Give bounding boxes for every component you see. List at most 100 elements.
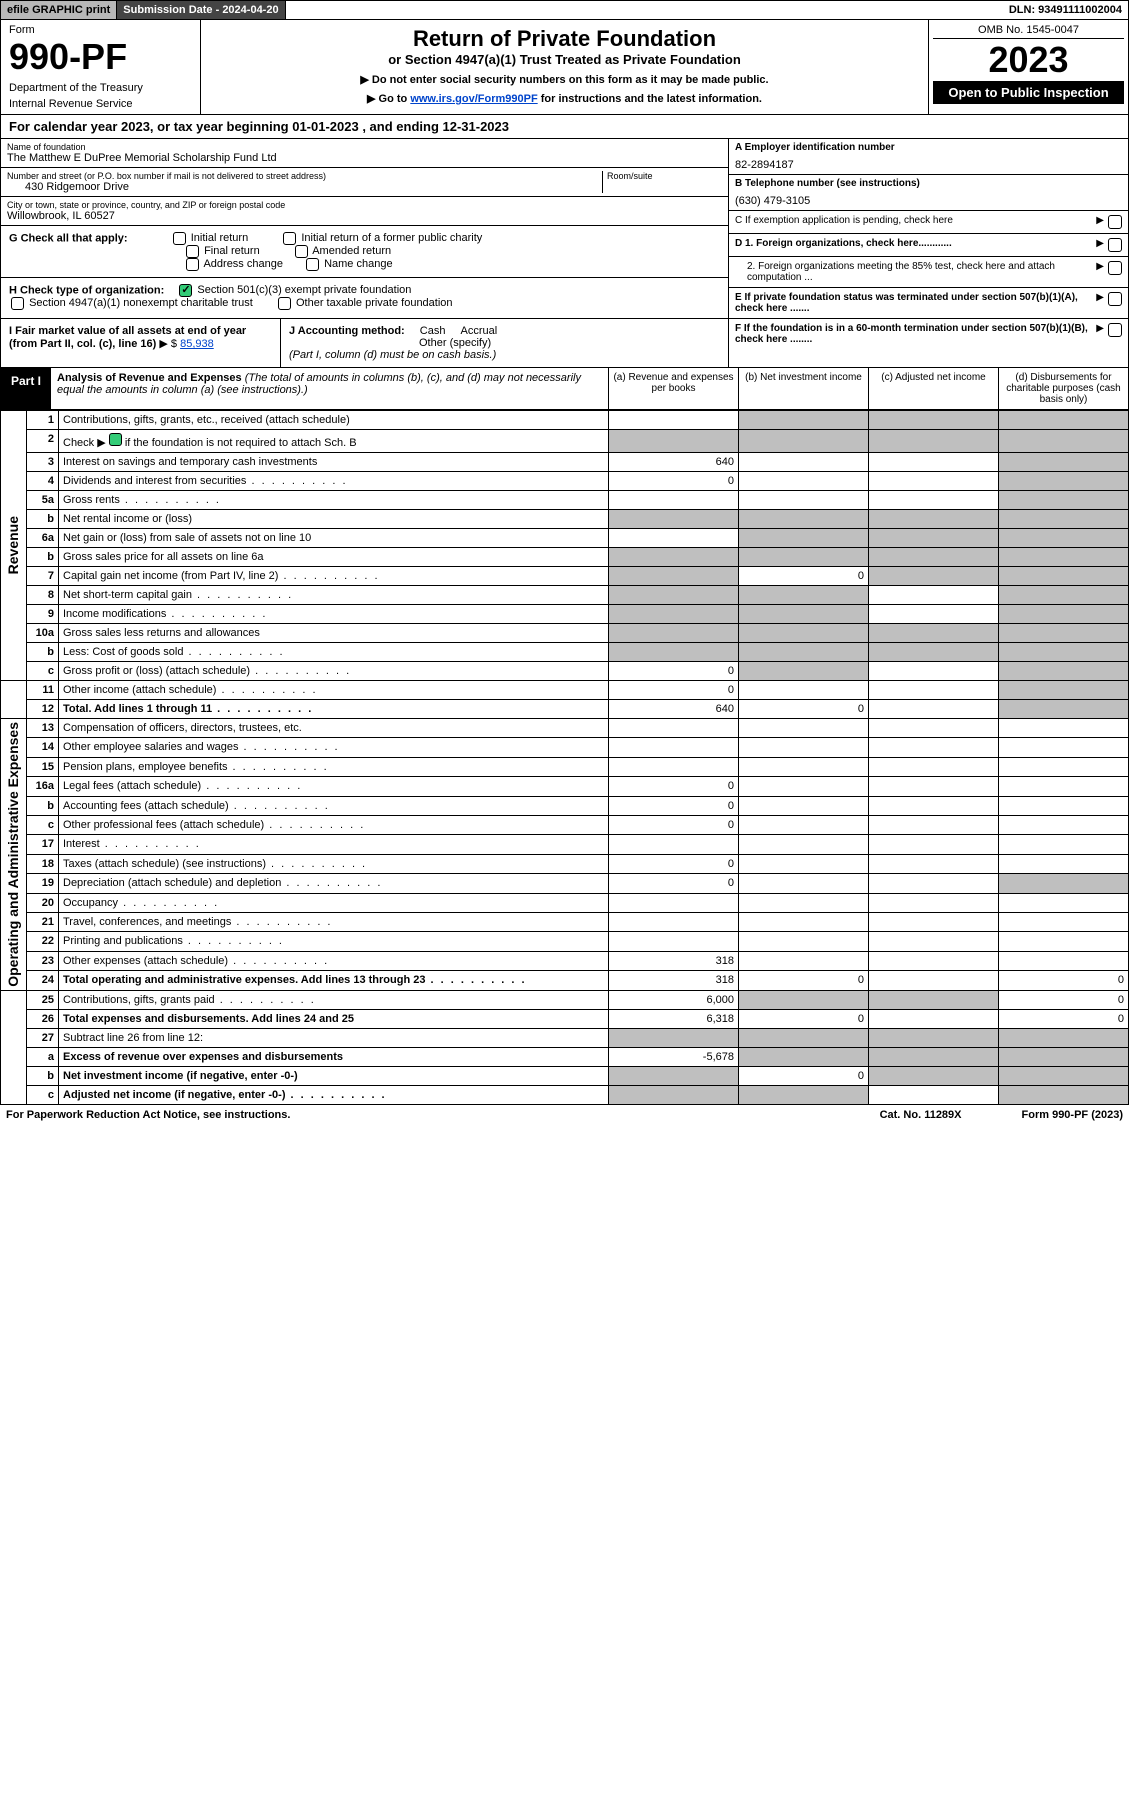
- amount-cell: 0: [609, 816, 739, 835]
- table-row: 19Depreciation (attach schedule) and dep…: [1, 874, 1129, 893]
- amount-cell: 0: [609, 796, 739, 815]
- street-address: 430 Ridgemoor Drive: [25, 181, 602, 193]
- amount-cell: 0: [739, 567, 869, 586]
- checkbox-initial-return[interactable]: [173, 232, 186, 245]
- checkbox-other-taxable[interactable]: [278, 297, 291, 310]
- table-row: bNet rental income or (loss): [1, 510, 1129, 529]
- line-no: b: [27, 510, 59, 529]
- line-desc: Net short-term capital gain: [59, 586, 609, 605]
- page-footer: For Paperwork Reduction Act Notice, see …: [0, 1105, 1129, 1125]
- line-desc: Subtract line 26 from line 12:: [59, 1028, 609, 1047]
- checkbox-name-change[interactable]: [306, 258, 319, 271]
- line-desc: Check ▶ if the foundation is not require…: [59, 430, 609, 453]
- amount-cell: 0: [999, 990, 1129, 1009]
- topbar: efile GRAPHIC print Submission Date - 20…: [0, 0, 1129, 20]
- arrow-icon: ▶: [1096, 323, 1104, 334]
- room-label: Room/suite: [607, 171, 722, 181]
- fmv-value: 85,938: [180, 338, 214, 350]
- box-e-text: E If private foundation status was termi…: [735, 292, 1096, 314]
- checkbox-initial-former[interactable]: [283, 232, 296, 245]
- box-c: C If exemption application is pending, c…: [729, 211, 1128, 234]
- checkbox-e[interactable]: [1108, 292, 1122, 306]
- line-no: b: [27, 643, 59, 662]
- line-desc: Pension plans, employee benefits: [59, 757, 609, 776]
- checkbox-amended[interactable]: [295, 245, 308, 258]
- table-row: 14Other employee salaries and wages: [1, 738, 1129, 757]
- amount-cell: 6,000: [609, 990, 739, 1009]
- line-no: 12: [27, 700, 59, 719]
- line-no: c: [27, 662, 59, 681]
- line-desc: Total expenses and disbursements. Add li…: [59, 1009, 609, 1028]
- line-desc: Gross sales price for all assets on line…: [59, 548, 609, 567]
- line-desc: Total. Add lines 1 through 11: [59, 700, 609, 719]
- checkbox-d1[interactable]: [1108, 238, 1122, 252]
- info-left: Name of foundation The Matthew E DuPree …: [1, 139, 728, 318]
- expenses-side-label: Operating and Administrative Expenses: [5, 722, 21, 987]
- instructions-link[interactable]: www.irs.gov/Form990PF: [410, 93, 537, 105]
- line-desc: Excess of revenue over expenses and disb…: [59, 1047, 609, 1066]
- city-label: City or town, state or province, country…: [7, 200, 722, 210]
- checkbox-501c3[interactable]: [179, 284, 192, 297]
- address-block: Number and street (or P.O. box number if…: [1, 168, 728, 197]
- section-i: I Fair market value of all assets at end…: [1, 319, 281, 367]
- table-row: 16aLegal fees (attach schedule)0: [1, 777, 1129, 796]
- checkbox-f[interactable]: [1108, 323, 1122, 337]
- dept-irs: Internal Revenue Service: [9, 98, 192, 110]
- table-row: 21Travel, conferences, and meetings: [1, 913, 1129, 932]
- checkbox-sch-b[interactable]: [109, 433, 122, 446]
- box-a: A Employer identification number 82-2894…: [729, 139, 1128, 175]
- amount-cell: 318: [609, 971, 739, 991]
- line-desc: Compensation of officers, directors, tru…: [59, 719, 609, 738]
- ein: 82-2894187: [735, 159, 1122, 171]
- checkbox-4947[interactable]: [11, 297, 24, 310]
- footer-left: For Paperwork Reduction Act Notice, see …: [6, 1109, 290, 1121]
- table-row: 7Capital gain net income (from Part IV, …: [1, 567, 1129, 586]
- box-e: E If private foundation status was termi…: [729, 288, 1128, 318]
- g-opt-2: Final return: [204, 245, 260, 257]
- amount-cell: -5,678: [609, 1047, 739, 1066]
- line-desc: Net investment income (if negative, ente…: [59, 1066, 609, 1085]
- foundation-name: The Matthew E DuPree Memorial Scholarshi…: [7, 152, 722, 164]
- line-no: 27: [27, 1028, 59, 1047]
- line-desc: Taxes (attach schedule) (see instruction…: [59, 854, 609, 873]
- j-note: (Part I, column (d) must be on cash basi…: [289, 349, 496, 361]
- line-desc: Occupancy: [59, 893, 609, 912]
- amount-cell: 0: [609, 854, 739, 873]
- checkbox-address-change[interactable]: [186, 258, 199, 271]
- table-row: bLess: Cost of goods sold: [1, 643, 1129, 662]
- arrow-icon: ▶: [1096, 215, 1104, 226]
- line-no: 1: [27, 411, 59, 430]
- box-d2-text: 2. Foreign organizations meeting the 85%…: [747, 261, 1096, 283]
- line-desc: Gross profit or (loss) (attach schedule): [59, 662, 609, 681]
- line-no: 14: [27, 738, 59, 757]
- j-accrual: Accrual: [461, 325, 498, 337]
- h-opt-2: Section 4947(a)(1) nonexempt charitable …: [29, 297, 253, 309]
- checkbox-d2[interactable]: [1108, 261, 1122, 275]
- line-no: 24: [27, 971, 59, 991]
- amount-cell: 0: [609, 681, 739, 700]
- line-no: 26: [27, 1009, 59, 1028]
- part1-table: Revenue 1Contributions, gifts, grants, e…: [0, 410, 1129, 1105]
- line-desc: Depreciation (attach schedule) and deple…: [59, 874, 609, 893]
- line-desc: Contributions, gifts, grants, etc., rece…: [59, 411, 609, 430]
- amount-cell: 318: [609, 951, 739, 970]
- amount-cell: 0: [999, 1009, 1129, 1028]
- g-opt-3: Amended return: [312, 245, 391, 257]
- table-row: bGross sales price for all assets on lin…: [1, 548, 1129, 567]
- box-c-text: C If exemption application is pending, c…: [735, 215, 953, 226]
- checkbox-c[interactable]: [1108, 215, 1122, 229]
- h-opt-3: Other taxable private foundation: [296, 297, 453, 309]
- table-row: 5aGross rents: [1, 491, 1129, 510]
- amount-cell: 0: [999, 971, 1129, 991]
- line-desc: Net gain or (loss) from sale of assets n…: [59, 529, 609, 548]
- line-desc: Dividends and interest from securities: [59, 472, 609, 491]
- amount-cell: 0: [739, 1009, 869, 1028]
- table-row: 8Net short-term capital gain: [1, 586, 1129, 605]
- table-row: cAdjusted net income (if negative, enter…: [1, 1085, 1129, 1104]
- table-row: Revenue 1Contributions, gifts, grants, e…: [1, 411, 1129, 430]
- phone: (630) 479-3105: [735, 195, 1122, 207]
- h-label: H Check type of organization:: [9, 284, 164, 296]
- h-opt-1: Section 501(c)(3) exempt private foundat…: [197, 284, 411, 296]
- info-grid: Name of foundation The Matthew E DuPree …: [0, 139, 1129, 319]
- checkbox-final-return[interactable]: [186, 245, 199, 258]
